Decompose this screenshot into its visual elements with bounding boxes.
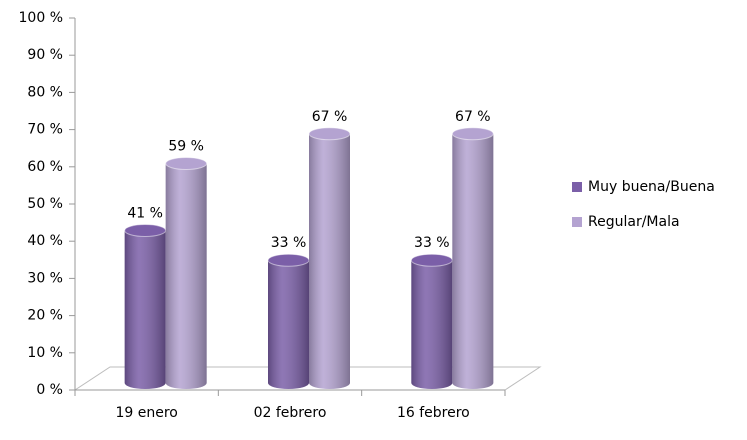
bar-top <box>124 223 167 237</box>
bar-top <box>410 253 453 267</box>
value-label: 41 % <box>127 205 163 221</box>
bar-shade <box>309 133 350 389</box>
y-tick-label: 0 % <box>36 382 63 398</box>
bar-top <box>165 157 208 171</box>
bar-shade <box>411 260 453 389</box>
y-tick-label: 100 % <box>19 10 63 26</box>
bar-top <box>451 127 494 141</box>
y-tick-label: 70 % <box>27 122 63 138</box>
y-tick-label: 50 % <box>27 196 63 212</box>
y-tick-label: 90 % <box>27 47 63 63</box>
bar-shade <box>268 260 309 389</box>
y-tick-label: 40 % <box>27 233 63 249</box>
x-tick-label: 16 febrero <box>397 405 470 421</box>
value-label: 59 % <box>168 139 204 155</box>
y-tick-label: 30 % <box>27 270 63 286</box>
y-tick-label: 20 % <box>27 308 63 324</box>
x-tick-label: 19 enero <box>115 405 177 421</box>
y-tick-label: 60 % <box>27 159 63 175</box>
legend-label: Muy buena/Buena <box>588 179 715 195</box>
y-tick-label: 80 % <box>27 84 63 100</box>
legend-label: Regular/Mala <box>588 214 680 230</box>
bar-shade <box>165 163 207 389</box>
value-label: 33 % <box>271 235 307 251</box>
bar-shade <box>124 230 166 390</box>
bar-top <box>267 253 310 267</box>
legend-swatch <box>572 182 582 192</box>
value-label: 33 % <box>414 235 450 251</box>
bar-top <box>308 127 351 141</box>
x-tick-label: 02 febrero <box>254 405 327 421</box>
value-label: 67 % <box>455 109 491 125</box>
value-label: 67 % <box>312 109 348 125</box>
bar-shade <box>452 133 494 389</box>
y-tick-label: 10 % <box>27 345 63 361</box>
legend-swatch <box>572 217 582 227</box>
